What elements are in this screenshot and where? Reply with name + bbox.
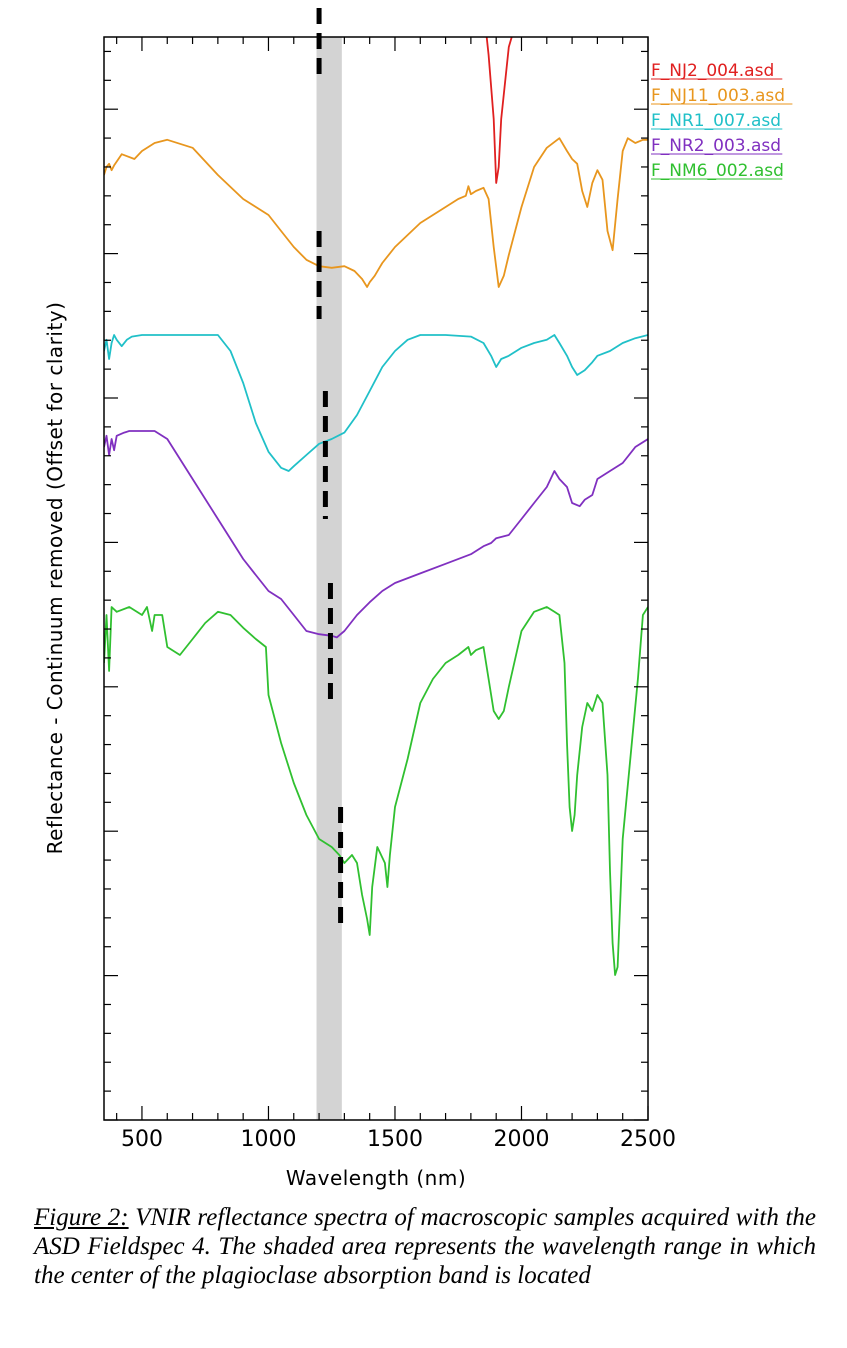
- x-tick-label: 1000: [240, 1127, 296, 1152]
- legend-entry-2: F_NJ11_003.asd: [651, 86, 785, 106]
- legend-entry-1: F_NJ2_004.asd: [651, 61, 774, 81]
- series-line-1: [485, 37, 513, 184]
- legend: F_NJ2_004.asd F_NJ11_003.asd F_NR1_007.asd…: [651, 61, 793, 181]
- series-line-2: [104, 137, 648, 288]
- shaded-band: [316, 37, 342, 1120]
- spectra-chart: 500 1000 1500 2000 2500 Wavelength (nm) Refl…: [43, 0, 793, 1190]
- x-tick-label: 1500: [367, 1127, 423, 1152]
- legend-entry-3: F_NR1_007.asd: [651, 111, 781, 131]
- legend-entry-5: F_NM6_002.asd: [651, 161, 784, 181]
- y-axis-title: Reflectance - Continuum removed (Offset …: [43, 302, 67, 855]
- legend-entry-4: F_NR2_003.asd: [651, 136, 781, 156]
- caption-label: Figure 2:: [34, 1204, 129, 1231]
- x-tick-label: 2500: [620, 1127, 676, 1152]
- series-line-3: [104, 334, 648, 472]
- x-tick-label: 500: [121, 1127, 163, 1152]
- caption-text: VNIR reflectance spectra of macroscopic …: [34, 1204, 816, 1289]
- series-line-5: [104, 606, 648, 976]
- x-axis-title: Wavelength (nm): [286, 1166, 466, 1190]
- x-tick-label: 2000: [493, 1127, 549, 1152]
- figure-caption: Figure 2: VNIR reflectance spectra of ma…: [34, 1203, 816, 1290]
- plot-frame: [103, 36, 649, 1121]
- series-line-4: [104, 430, 648, 639]
